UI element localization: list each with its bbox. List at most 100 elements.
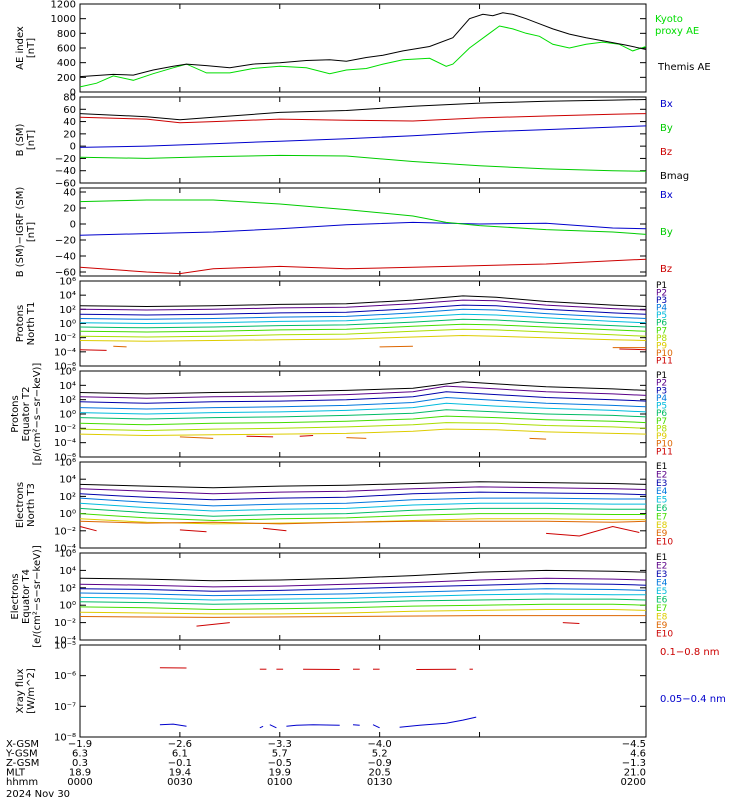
series-line-p1 — [79, 381, 647, 395]
x-row-value: −0.1 — [168, 758, 192, 769]
series-line-p8 — [79, 328, 647, 338]
y-tick-label: 10⁴ — [59, 381, 76, 392]
y-axis-label: AE index[nT] — [15, 26, 37, 70]
y-tick-label: 10⁻⁴ — [54, 347, 76, 358]
series-line-e2 — [79, 486, 647, 495]
y-tick-label: −60 — [55, 179, 76, 190]
legend-item: P4 — [656, 394, 667, 404]
legend-item: E8 — [656, 613, 668, 623]
series-line-e3 — [79, 491, 647, 501]
legend-item: E10 — [656, 630, 673, 640]
legend-item: P10 — [656, 440, 673, 450]
x-row-label: Z-GSM — [6, 758, 39, 769]
legend-item: E1 — [656, 462, 667, 472]
x-row-value: 0130 — [367, 777, 392, 788]
series-line-p2 — [79, 385, 647, 399]
y-tick-label: −40 — [55, 252, 76, 263]
series-line-p1 — [79, 295, 647, 308]
y-axis-label: ProtonsNorth T1 — [15, 302, 37, 346]
series-line-by — [79, 199, 647, 235]
legend-item: P8 — [656, 334, 667, 344]
legend-item: E2 — [656, 562, 667, 572]
series-line-p4 — [79, 308, 647, 320]
series-line-p11 — [246, 435, 274, 438]
y-tick-label: −20 — [55, 154, 76, 165]
legend-item: 0.1−0.8 nm — [660, 647, 719, 658]
y-tick-label: 10² — [59, 583, 76, 594]
x-row-value: 18.9 — [69, 768, 91, 779]
series-line-p11 — [299, 435, 314, 437]
panel-frame — [79, 187, 647, 277]
series-line-e6 — [79, 507, 646, 517]
x-row-value: −0.9 — [367, 758, 391, 769]
panel-4: 10⁻⁶ 10⁻⁴ 10⁻² 10⁰ 10² 10⁴ 10⁶ ProtonsNorth T1 P… — [15, 277, 673, 373]
y-tick-label: 20 — [63, 204, 76, 215]
legend-item: E3 — [656, 570, 667, 580]
series-line-e5 — [79, 502, 646, 512]
series-line-0-05-0-4-nm — [286, 724, 340, 727]
series-line-e6 — [79, 598, 647, 605]
legend-item: By — [660, 227, 673, 238]
legend-item: Bz — [660, 147, 672, 158]
series-line-bmag — [79, 99, 647, 121]
legend-item: E9 — [656, 529, 668, 539]
series-line-p10 — [529, 437, 547, 440]
y-tick-label: 0 — [70, 88, 76, 99]
series-line-p5 — [79, 313, 647, 325]
series-line-e2 — [79, 577, 647, 588]
x-row-value: 5.2 — [372, 749, 388, 760]
series-line-e1 — [79, 481, 647, 489]
y-tick-label: 10² — [59, 395, 76, 406]
legend-item: E6 — [656, 504, 668, 514]
legend-item: P11 — [656, 447, 673, 457]
x-row-value: −1.9 — [68, 739, 92, 750]
y-tick-label: 10² — [59, 305, 76, 316]
legend-item: E9 — [656, 621, 668, 631]
legend-item: Bx — [660, 190, 673, 201]
y-tick-label: 10⁶ — [59, 367, 76, 378]
y-tick-label: 10⁻⁴ — [54, 438, 76, 449]
y-tick-label: 10⁻² — [54, 618, 76, 629]
panel-5: 10⁻⁶ 10⁻⁴ 10⁻² 10⁰ 10² 10⁴ 10⁶ ProtonsEquator T… — [10, 363, 673, 466]
series-line-e10 — [79, 526, 97, 532]
series-line-p10 — [379, 345, 413, 348]
y-axis-label: B (SM)[nT] — [15, 123, 37, 156]
y-tick-label: 10⁻⁸ — [54, 733, 76, 744]
y-tick-label: −20 — [55, 236, 76, 247]
legend-item: P5 — [656, 402, 667, 412]
series-line-p11 — [619, 348, 647, 351]
legend-item: P7 — [656, 326, 667, 336]
series-line-bx — [79, 125, 647, 148]
x-row-label: X-GSM — [6, 739, 39, 750]
series-line-p2 — [79, 299, 647, 311]
y-tick-label: 10⁻⁴ — [54, 636, 76, 647]
x-row-value: 19.9 — [269, 768, 291, 779]
series-line-e4 — [79, 497, 646, 507]
series-line-e10 — [196, 622, 230, 627]
series-line-e5 — [79, 593, 646, 601]
x-row-value: −4.5 — [622, 739, 646, 750]
series-line-bz — [79, 258, 647, 275]
y-tick-label: 10⁻⁶ — [54, 671, 76, 682]
legend-item: E4 — [656, 579, 668, 589]
series-line-e1 — [79, 569, 647, 582]
y-tick-label: 10⁰ — [59, 509, 76, 520]
series-line-0-05-0-4-nm — [399, 716, 477, 728]
x-row-value: 21.0 — [624, 768, 646, 779]
series-line-0-05-0-4-nm — [259, 725, 264, 729]
y-tick-label: −60 — [55, 268, 76, 279]
y-tick-label: 10⁰ — [59, 410, 76, 421]
series-line-p6 — [79, 318, 647, 329]
y-tick-label: 10⁴ — [59, 475, 76, 486]
x-row-value: −4.0 — [367, 739, 391, 750]
legend-item: Kyoto — [655, 14, 683, 25]
panel-frame — [79, 552, 647, 641]
y-tick-label: 10⁻⁶ — [54, 453, 76, 464]
x-row-value: 0000 — [67, 777, 92, 788]
series-line-0-05-0-4-nm — [372, 724, 380, 729]
series-line-e10 — [562, 622, 580, 624]
series-line-e7 — [79, 603, 647, 611]
